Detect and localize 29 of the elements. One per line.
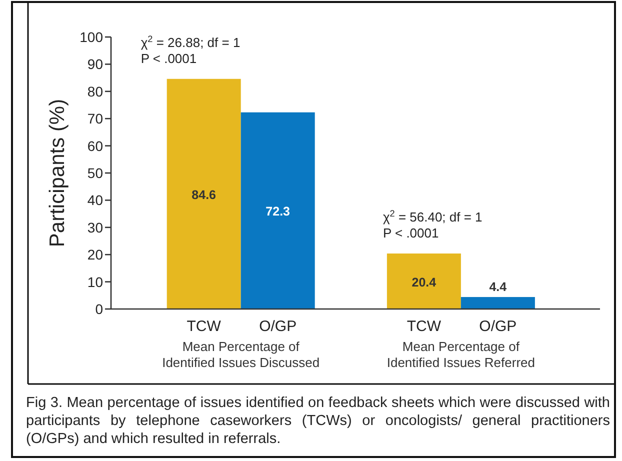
y-tick-label: 90 [87,56,104,72]
y-tick-label: 100 [80,29,104,45]
series-label: TCW [186,318,222,335]
data-label: 72.3 [266,204,290,219]
bar [460,297,535,309]
y-tick-label: 20 [87,246,104,263]
annotation: χ$^{2}$ = 56.40; df = 1 P < .0001 [382,208,482,241]
data-label: 20.4 [412,275,436,290]
caption: Fig 3. Mean percentage of issues identified on feedback sheets which were discussed with participants by telephone caseworkers (TCWs) or oncologists/ general practitioners (O/GPs) and which resulted in referrals. [26,394,610,448]
data-label: 84.6 [192,188,216,202]
text: O/GP [479,318,517,335]
bar [240,112,315,309]
y-axis-title: Participants (%) [46,98,69,248]
y-tick-label: 10 [87,274,104,290]
y-tick-label: 70 [87,110,104,127]
x-tick-label: Mean Percentage of Identified Issues Discussed [162,339,320,370]
y-tick-label: 30 [87,219,104,236]
bar [386,254,461,309]
y-tick-label: 60 [87,138,104,154]
y-tick-label: 40 [87,192,104,208]
series-label: O/GP [259,318,297,335]
y-tick-label: 50 [87,165,104,181]
data-label: 4.4 [489,280,507,294]
annotation: χ$^{2}$ = 26.88; df = 1 P < .0001 [140,34,240,66]
x-tick-label: Mean Percentage of Identified Issues Referred [386,339,536,370]
y-tick-label: 0 [95,301,104,317]
text: TCW [406,318,442,335]
y-tick-label: 80 [87,83,104,100]
bar [166,78,241,309]
